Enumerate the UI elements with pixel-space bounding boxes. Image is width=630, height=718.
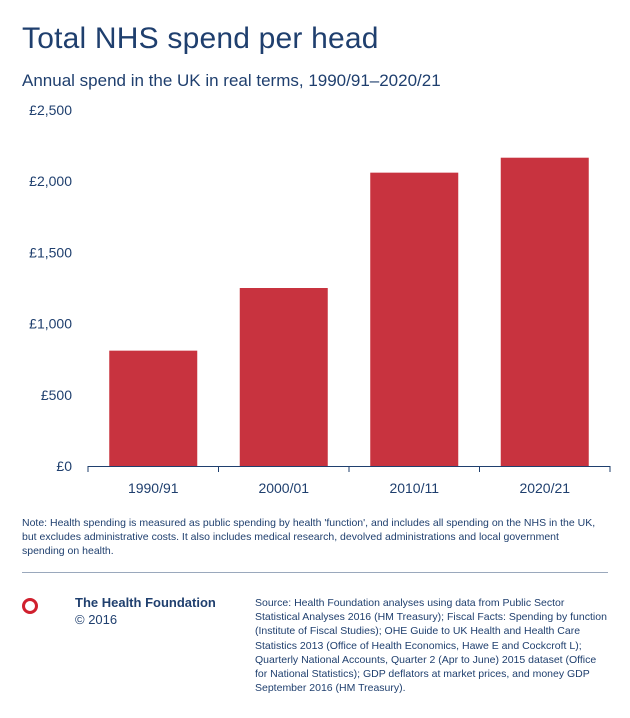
bar [109,350,198,466]
x-tick-label: 1990/91 [128,480,179,496]
bar [370,172,459,466]
y-tick-label: £1,500 [29,244,72,260]
copyright: © 2016 [75,612,118,627]
bar [239,288,328,466]
x-axis: 1990/91 2000/01 2010/11 2020/21 [87,466,611,496]
source-text: Source: Health Foundation analyses using… [255,597,607,695]
divider [22,572,608,573]
chart-note: Note: Health spending is measured as pub… [22,517,596,557]
y-tick-label: £0 [56,458,72,474]
y-axis-labels: £0 £500 £1,000 £1,500 £2,000 £2,500 [29,102,72,474]
bar [500,157,589,467]
x-tick-label: 2000/01 [258,480,309,496]
y-tick-label: £2,000 [29,173,72,189]
x-tick-label: 2010/11 [389,480,439,496]
x-tick-label: 2020/21 [519,480,570,496]
chart-title: Total NHS spend per head [22,22,379,55]
chart-subtitle: Annual spend in the UK in real terms, 19… [22,71,441,90]
circle-logo-icon [22,598,38,614]
y-tick-label: £2,500 [29,102,72,118]
organization-name: The Health Foundation [75,595,216,610]
y-tick-label: £1,000 [29,316,72,332]
bars [109,157,589,467]
y-tick-label: £500 [41,387,72,403]
bar-chart: £0 £500 £1,000 £1,500 £2,000 £2,500 1990/91 20… [29,102,611,496]
